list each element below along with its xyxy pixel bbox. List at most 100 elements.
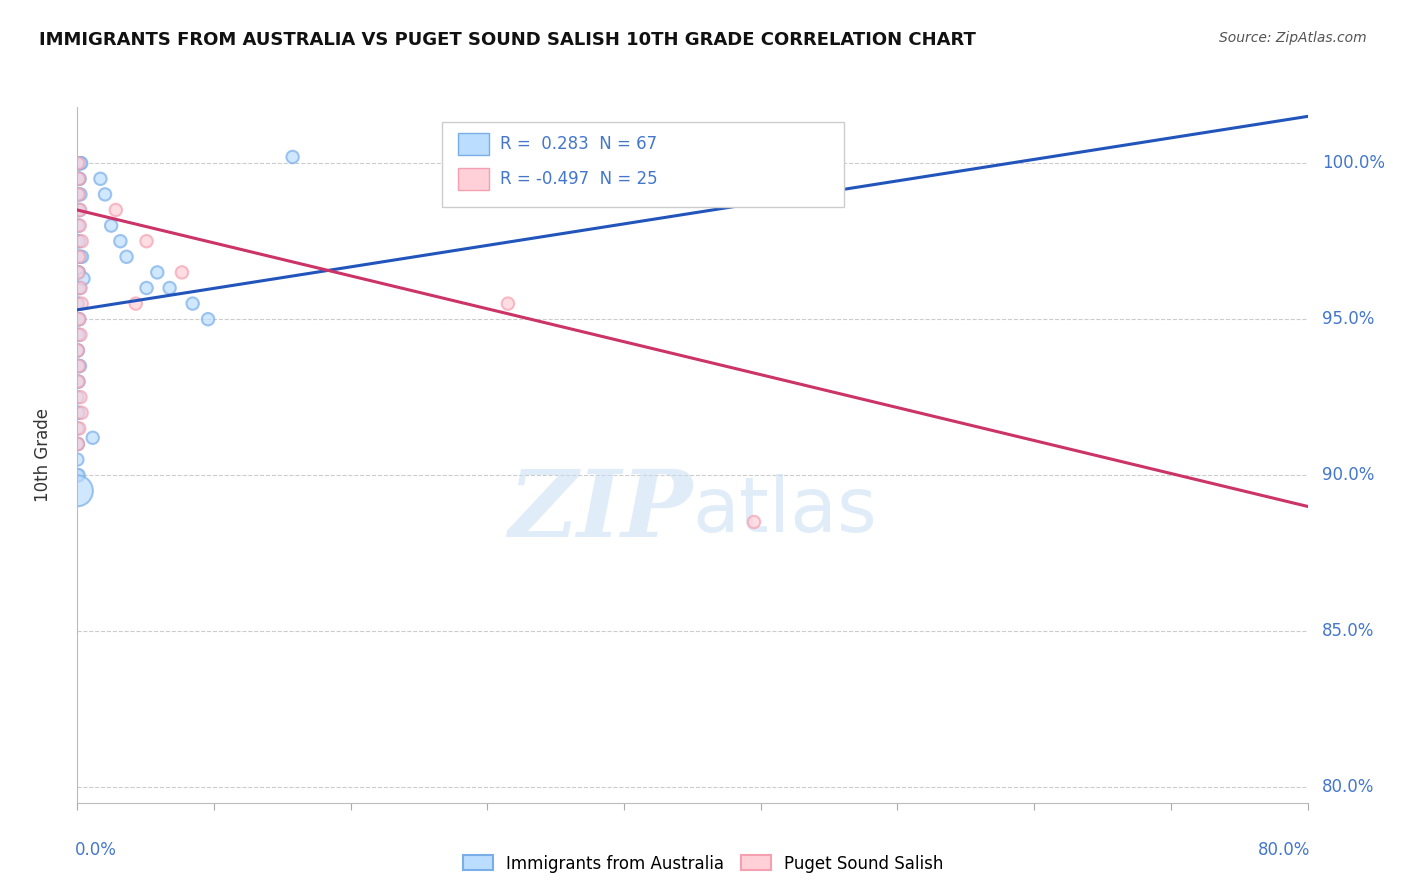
Point [66,265,89,279]
Text: R =  0.283  N = 67: R = 0.283 N = 67 [501,135,657,153]
Point [66,468,89,483]
Point [135,234,157,248]
Point [67,250,90,264]
Point [197,312,219,326]
Point [69,171,91,186]
Point [67,468,90,483]
Point [67,312,90,326]
Point [66,421,89,435]
Point [66,296,89,310]
Point [67,234,90,248]
Point [67,156,90,170]
Text: 90.0%: 90.0% [1323,467,1375,484]
Point [66,343,89,358]
Text: 80.0%: 80.0% [1257,841,1310,859]
Point [69,281,91,295]
Point [181,296,204,310]
Point [496,296,519,310]
Text: 0.0%: 0.0% [75,841,117,859]
Point [742,515,765,529]
Point [67,156,90,170]
Point [67,219,90,233]
Point [115,250,138,264]
Point [170,265,193,279]
Point [66,234,89,248]
Point [66,234,89,248]
Text: 95.0%: 95.0% [1323,310,1375,328]
Point [66,296,89,310]
Point [70,296,93,310]
Point [67,421,90,435]
Point [94,187,117,202]
Point [70,156,93,170]
Point [66,265,89,279]
Text: IMMIGRANTS FROM AUSTRALIA VS PUGET SOUND SALISH 10TH GRADE CORRELATION CHART: IMMIGRANTS FROM AUSTRALIA VS PUGET SOUND… [39,31,976,49]
Point [67,406,90,420]
Point [72,271,94,285]
Point [70,406,93,420]
Point [66,437,89,451]
Point [66,312,89,326]
Text: ZIP: ZIP [508,466,693,556]
Point [69,202,91,217]
Point [70,234,93,248]
Legend: Immigrants from Australia, Puget Sound Salish: Immigrants from Australia, Puget Sound S… [456,848,950,880]
Point [66,437,89,451]
Point [66,250,89,264]
Point [67,265,90,279]
Point [69,281,91,295]
Point [66,156,89,170]
Point [69,156,91,170]
Point [110,234,132,248]
Point [146,265,169,279]
Point [69,390,91,404]
Point [67,250,90,264]
Point [67,171,90,186]
Point [67,312,90,326]
Point [69,187,91,202]
Point [67,156,90,170]
Point [125,296,148,310]
Point [69,156,91,170]
Text: 80.0%: 80.0% [1323,778,1375,797]
Point [70,250,93,264]
Point [67,327,90,342]
Point [66,187,89,202]
Point [104,202,127,217]
Point [67,171,90,186]
Point [69,359,91,373]
Point [69,327,91,342]
Point [69,250,91,264]
Point [66,281,89,295]
Point [67,202,90,217]
Point [66,390,89,404]
Text: atlas: atlas [693,474,877,548]
Point [69,202,91,217]
Text: 85.0%: 85.0% [1323,623,1375,640]
Point [67,312,90,326]
Point [135,281,157,295]
Point [82,431,104,445]
Point [67,187,90,202]
Point [66,343,89,358]
Text: 100.0%: 100.0% [1323,154,1385,172]
Point [66,375,89,389]
Point [66,219,89,233]
Point [66,343,89,358]
Point [89,171,111,186]
Point [66,452,89,467]
Point [67,359,90,373]
Text: 10th Grade: 10th Grade [34,408,52,502]
Point [67,375,90,389]
Point [67,187,90,202]
Point [67,281,90,295]
Point [66,359,89,373]
Point [159,281,181,295]
Point [66,327,89,342]
Point [67,171,90,186]
Text: R = -0.497  N = 25: R = -0.497 N = 25 [501,169,658,188]
Point [66,406,89,420]
Point [281,150,304,164]
Point [67,265,90,279]
Point [100,219,122,233]
